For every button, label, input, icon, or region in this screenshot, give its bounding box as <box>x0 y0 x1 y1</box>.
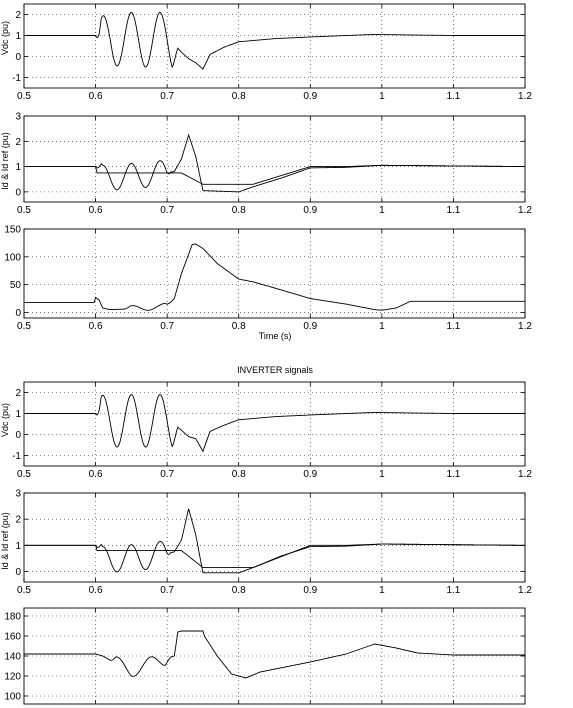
rect-id-series-0 <box>24 133 526 193</box>
inv-angle-series-0 <box>24 630 525 679</box>
inv-vdc-xtick-label: 0.7 <box>160 469 174 480</box>
inv-id-ytick-label: 1 <box>15 541 21 552</box>
inv-vdc-ytick-label: 0 <box>15 430 21 441</box>
rect-vdc-xtick-label: 0.8 <box>232 91 246 102</box>
inv-vdc-xtick-label: 0.8 <box>232 469 246 480</box>
rect-vdc-xtick-label: 1 <box>379 91 385 102</box>
rect-id-xtick-label: 1.2 <box>518 205 532 216</box>
inv-vdc-xtick-label: 0.5 <box>17 469 31 480</box>
inv-id-xtick-label: 0.7 <box>160 585 174 596</box>
rect-id-ytick-label: 3 <box>15 112 21 123</box>
inv-angle-axes-box <box>23 607 526 705</box>
rect-id-xtick-label: 1.1 <box>446 205 460 216</box>
rect-vdc-axes-box <box>23 3 526 89</box>
rect-vdc-xtick-label: 0.7 <box>160 91 174 102</box>
inv-id-series-1 <box>24 543 525 569</box>
inv-vdc-series-0 <box>24 394 525 453</box>
inv-vdc-axes-box <box>23 381 526 467</box>
rect-angle-ytick-label: 100 <box>4 252 21 263</box>
rect-angle-xtick-label: 0.5 <box>17 321 31 332</box>
rect-vdc-ytick-label: -1 <box>12 73 21 84</box>
inverter-id-panel: Id & Id ref (pu) 0.5 0.6 0.7 0.8 0.9 1 1.1 1.2 0… <box>0 489 532 597</box>
rect-id-series-1 <box>24 164 526 185</box>
ylabel-rectifier-id: Id & Id ref (pu) <box>0 132 10 190</box>
ylabel-inverter-vdc: Vdc (pu) <box>0 403 10 437</box>
rect-id-ytick-label: 2 <box>15 137 21 148</box>
inv-vdc-ytick-label: 1 <box>15 409 21 420</box>
inv-vdc-xtick-label: 0.6 <box>89 469 103 480</box>
inv-id-series-0 <box>24 508 525 574</box>
rect-vdc-xtick-label: 1.1 <box>446 91 460 102</box>
rect-id-ytick-label: 0 <box>15 187 21 198</box>
inv-angle-ytick-label: 140 <box>4 652 21 663</box>
rect-id-ytick-label: 1 <box>15 162 21 173</box>
ylabel-inverter-id: Id & Id ref (pu) <box>0 512 10 570</box>
rect-id-xtick-label: 0.7 <box>160 205 174 216</box>
rect-angle-xtick-label: 0.8 <box>232 321 246 332</box>
rect-vdc-xtick-label: 0.9 <box>303 91 317 102</box>
rect-angle-xtick-label: 1 <box>379 321 385 332</box>
rect-angle-ytick-label: 0 <box>15 308 21 319</box>
rect-angle-ytick-label: 50 <box>10 280 22 291</box>
inv-id-ytick-label: 3 <box>15 489 21 500</box>
rectifier-id-panel: Id & Id ref (pu) 0.5 0.6 0.7 0.8 0.9 1 1.1 1.2 0… <box>0 112 532 217</box>
rect-id-axes-box <box>23 115 526 203</box>
inverter-vdc-panel: Vdc (pu) 0.5 0.6 0.7 0.8 0.9 1 1.1 1.2 -1 0 1 2 <box>0 381 532 480</box>
inv-vdc-ytick-label: -1 <box>12 451 21 462</box>
rect-angle-series-0 <box>24 243 525 311</box>
inv-id-xtick-label: 0.5 <box>17 585 31 596</box>
section-title-inverter: INVERTER signals <box>237 365 313 375</box>
rect-id-xtick-label: 0.6 <box>89 205 103 216</box>
inv-id-xtick-label: 1.2 <box>518 585 532 596</box>
inverter-angle-panel: 0.50.60.70.80.911.11.2100120140160180 <box>4 607 532 708</box>
inv-vdc-ytick-label: 2 <box>15 388 21 399</box>
rect-id-xtick-label: 0.5 <box>17 205 31 216</box>
inv-id-xtick-label: 0.8 <box>232 585 246 596</box>
inv-angle-ytick-label: 120 <box>4 672 21 683</box>
rect-id-xtick-label: 0.8 <box>232 205 246 216</box>
inv-id-ytick-label: 2 <box>15 515 21 526</box>
inv-vdc-xtick-label: 0.9 <box>303 469 317 480</box>
rect-angle-xtick-label: 0.9 <box>303 321 317 332</box>
rect-vdc-series-0 <box>24 11 525 70</box>
rect-vdc-ytick-label: 1 <box>15 31 21 42</box>
inv-id-xtick-label: 0.9 <box>303 585 317 596</box>
inv-id-xtick-label: 1 <box>379 585 385 596</box>
ylabel-rectifier-vdc: Vdc (pu) <box>0 21 10 55</box>
rect-angle-xtick-label: 0.6 <box>89 321 103 332</box>
rect-vdc-xtick-label: 1.2 <box>518 91 532 102</box>
rectifier-vdc-panel: Vdc (pu) 0.5 0.6 0.7 0.8 0.9 1 1.1 1.2 -1 0 1 2 <box>0 3 532 102</box>
rect-angle-xtick-label: 1.2 <box>518 321 532 332</box>
inv-id-ytick-label: 0 <box>15 567 21 578</box>
rect-vdc-ytick-label: 0 <box>15 52 21 63</box>
rect-vdc-xtick-label: 0.5 <box>17 91 31 102</box>
rect-id-xtick-label: 1 <box>379 205 385 216</box>
rect-vdc-ytick-label: 2 <box>15 10 21 21</box>
rect-angle-ytick-label: 150 <box>4 225 21 236</box>
rect-angle-xtick-label: 1.1 <box>446 321 460 332</box>
rectifier-angle-panel: Time (s) 0.5 0.6 0.7 0.8 0.9 1 1.1 1.2 0 50 100 150 <box>4 225 532 342</box>
rect-angle-axes-box <box>23 228 526 319</box>
inv-angle-ytick-label: 160 <box>4 632 21 643</box>
inv-id-xtick-label: 1.1 <box>446 585 460 596</box>
inv-angle-ytick-label: 180 <box>4 612 21 623</box>
inv-vdc-xtick-label: 1 <box>379 469 385 480</box>
inv-vdc-xtick-label: 1.1 <box>446 469 460 480</box>
xlabel-time: Time (s) <box>259 331 292 341</box>
inv-vdc-xtick-label: 1.2 <box>518 469 532 480</box>
inv-id-xtick-label: 0.6 <box>89 585 103 596</box>
rect-angle-xtick-label: 0.7 <box>160 321 174 332</box>
rect-vdc-xtick-label: 0.6 <box>89 91 103 102</box>
inv-id-axes-box <box>23 492 526 583</box>
rect-id-xtick-label: 0.9 <box>303 205 317 216</box>
inv-angle-ytick-label: 100 <box>4 692 21 703</box>
